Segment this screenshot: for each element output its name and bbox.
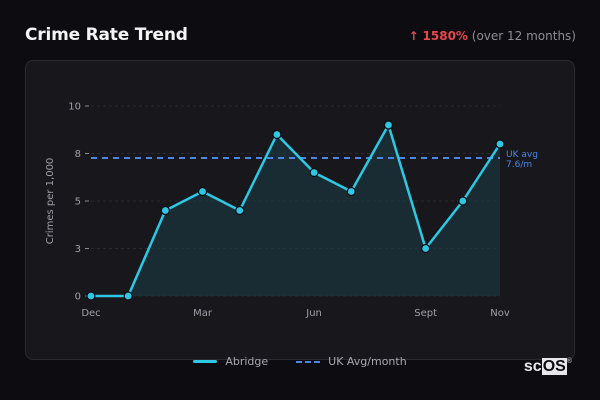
series-area [91, 125, 500, 296]
change-period: (over 12 months) [471, 29, 576, 43]
y-axis-label: Crimes per 1,000 [45, 158, 56, 245]
x-tick-label: Sept [414, 308, 437, 319]
data-points [86, 120, 505, 301]
legend: Abridge UK Avg/month [0, 355, 600, 368]
data-point[interactable] [86, 291, 96, 301]
uk-avg-annotation: UK avg [506, 150, 538, 160]
data-point[interactable] [421, 243, 431, 254]
solid-line-icon [193, 360, 218, 363]
change-indicator: ↑ 1580% (over 12 months) [409, 29, 576, 43]
y-tick-label: 3 [75, 244, 81, 255]
y-tick-label: 5 [75, 197, 81, 208]
page-title: Crime Rate Trend [25, 25, 188, 45]
y-tick-label: 8 [75, 149, 81, 160]
uk-avg-annotation-value: 7.6/m [506, 160, 532, 170]
x-tick-label: Nov [490, 308, 510, 319]
y-tick-label: 0 [75, 292, 81, 303]
legend-label: UK Avg/month [328, 355, 407, 368]
legend-label: Abridge [225, 355, 269, 368]
change-value: 1580% [422, 29, 468, 43]
data-point[interactable] [346, 186, 356, 197]
data-point[interactable] [123, 291, 133, 301]
dashed-line-icon [296, 360, 321, 363]
data-point[interactable] [495, 139, 505, 149]
brand-logo: scOS® [523, 358, 572, 375]
x-tick-label: Jun [305, 308, 322, 319]
y-tick-label: 10 [68, 102, 81, 113]
data-point[interactable] [458, 196, 468, 206]
data-point[interactable] [197, 186, 208, 197]
legend-item-uk-avg[interactable]: UK Avg/month [296, 355, 407, 368]
series-line [91, 123, 502, 298]
data-point[interactable] [160, 205, 170, 216]
y-axis: 0 3 5 8 10 [68, 102, 89, 303]
up-arrow-icon: ↑ [408, 29, 419, 43]
x-tick-label: Mar [193, 308, 213, 319]
x-axis: Dec Mar Jun Sept Nov [81, 308, 510, 319]
data-point[interactable] [235, 205, 245, 216]
x-tick-label: Dec [81, 308, 100, 319]
data-point[interactable] [383, 120, 394, 130]
data-point[interactable] [309, 167, 319, 178]
data-point[interactable] [272, 129, 282, 140]
legend-item-abridge[interactable]: Abridge [193, 355, 268, 368]
